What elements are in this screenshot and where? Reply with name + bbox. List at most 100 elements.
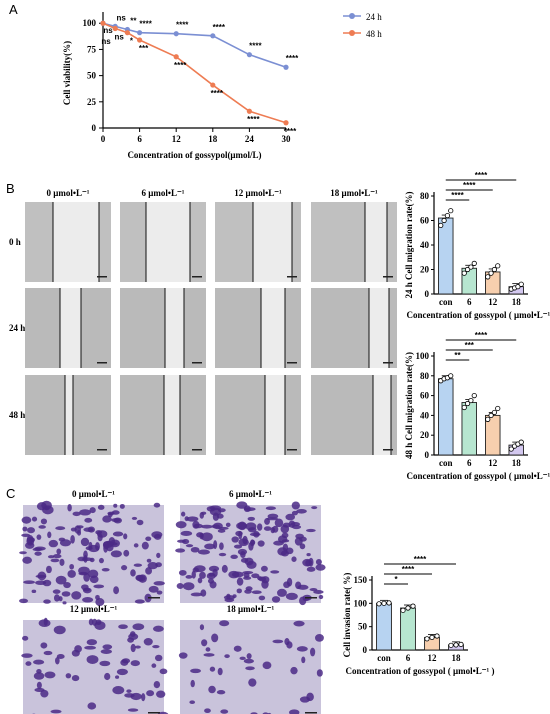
a-sig-label: * (130, 37, 134, 46)
invasion-cell (104, 672, 111, 681)
invasion-cell (295, 581, 302, 590)
invasion-image (175, 501, 326, 606)
invasion-cell (102, 644, 113, 650)
b24-y-tick-label: 40 (420, 240, 430, 250)
c-bar (400, 607, 416, 651)
invasion-cell (106, 542, 118, 546)
wound-image (215, 375, 301, 455)
invasion-cell (33, 659, 45, 665)
invasion-cell (193, 565, 206, 573)
wound-image (215, 288, 301, 368)
invasion-cell (190, 592, 203, 597)
invasion-cell (159, 668, 168, 675)
a-x-tick-label: 30 (282, 134, 292, 144)
invasion-cell (59, 558, 65, 566)
invasion-cell (226, 593, 231, 599)
wound-cell-layer (25, 288, 60, 368)
invasion-cell (134, 645, 141, 649)
wound-image (120, 202, 206, 282)
invasion-image (19, 500, 165, 607)
invasion-cell (141, 541, 149, 550)
invasion-image (21, 617, 169, 714)
scale-bar (383, 362, 393, 364)
invasion-cell (199, 624, 205, 631)
wound-cell-layer (285, 288, 301, 368)
wound-image (120, 375, 206, 455)
c-data-point (453, 642, 459, 648)
a-legend-label: 24 h (366, 12, 382, 22)
wound-gap (65, 375, 73, 455)
invasion-cell (27, 527, 35, 534)
c-y-tick-label: 100 (354, 598, 368, 608)
a-point (283, 64, 289, 70)
invasion-cell (116, 668, 128, 676)
panel-letter-c: C (6, 486, 16, 501)
invasion-cell (257, 540, 265, 547)
invasion-cell (260, 565, 268, 572)
invasion-cell (61, 591, 71, 597)
invasion-cell (69, 563, 75, 570)
invasion-cell (243, 505, 251, 513)
invasion-cell (22, 635, 29, 641)
invasion-cell (201, 639, 208, 647)
invasion-cell (74, 525, 81, 534)
invasion-cell (263, 526, 272, 531)
panel-letter-a: A (9, 2, 18, 17)
scale-bar (192, 362, 202, 364)
invasion-cell (306, 566, 316, 572)
invasion-cell (123, 549, 130, 557)
invasion-cell (145, 536, 152, 541)
invasion-cell (133, 563, 143, 567)
b48-y-tick-label: 40 (420, 410, 430, 420)
invasion-cell (185, 544, 194, 548)
invasion-cell (306, 528, 316, 533)
wound-gap (165, 288, 184, 368)
invasion-cell (71, 591, 82, 600)
a-sig-label: ** (130, 17, 137, 26)
invasion-cell (56, 654, 65, 659)
a-x-tick-label: 0 (101, 134, 106, 144)
scale-bar (148, 597, 160, 599)
invasion-cell (192, 520, 200, 529)
invasion-cell (136, 519, 144, 526)
invasion-cell (32, 547, 43, 552)
invasion-cell (224, 654, 230, 659)
scale-bar (97, 362, 107, 364)
invasion-cell (316, 669, 323, 677)
invasion-cell (40, 689, 49, 698)
invasion-cell (119, 503, 125, 509)
invasion-cell (43, 599, 51, 604)
c-x-tick-label: 18 (452, 653, 462, 663)
invasion-cell (218, 552, 227, 557)
a-y-tick-label: 50 (87, 71, 97, 81)
b24-x-tick-label: 18 (512, 297, 522, 307)
b24-data-point (441, 217, 447, 224)
c-y-tick-label: 150 (354, 575, 368, 585)
invasion-cell (98, 557, 104, 564)
wound-gap (53, 202, 99, 282)
invasion-cell (245, 522, 257, 531)
invasion-cell (191, 570, 196, 579)
wound-gap (365, 202, 387, 282)
invasion-cell (37, 571, 47, 581)
wound-col-label: 18 μmol•L⁻¹ (330, 188, 378, 198)
a-x-tick-label: 12 (172, 134, 182, 144)
invasion-cell (59, 539, 72, 547)
invasion-cell (89, 507, 96, 514)
b24-x-tick-label: 12 (488, 297, 498, 307)
invasion-cell (178, 569, 187, 576)
scale-bar (192, 449, 202, 451)
invasion-cell (266, 517, 278, 521)
invasion-cell (199, 532, 204, 540)
invasion-cell (272, 525, 279, 533)
invasion-cell (285, 592, 298, 601)
invasion-cell (67, 570, 76, 578)
wound-col-label: 0 μmol•L⁻¹ (47, 188, 90, 198)
invasion-cell (19, 551, 27, 555)
b24-data-point (464, 266, 471, 273)
invasion-cell (22, 526, 28, 532)
c-data-point (400, 607, 406, 613)
invasion-cell (55, 575, 67, 585)
a-sig-label: **** (286, 54, 299, 63)
invasion-cell (311, 506, 318, 510)
